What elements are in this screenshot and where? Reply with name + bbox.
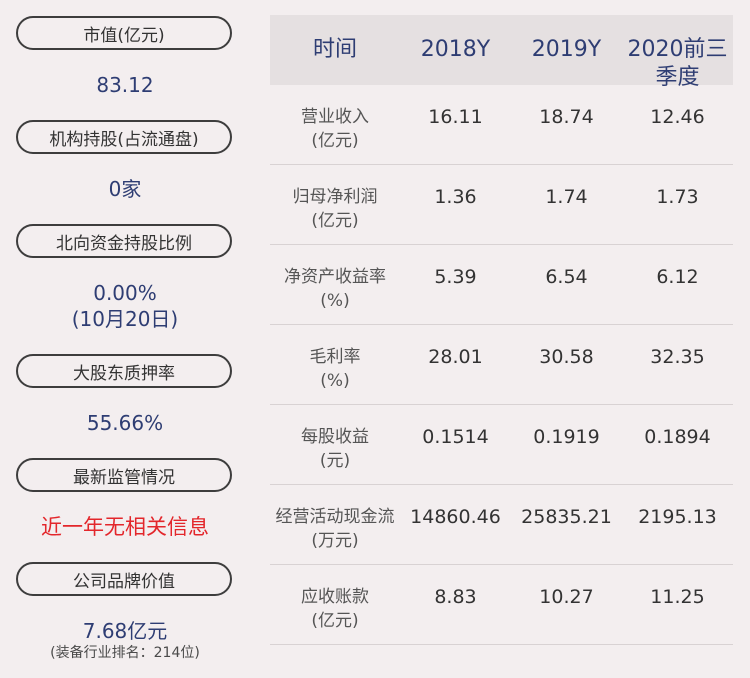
table-body: 营业收入 (亿元) 16.11 18.74 12.46 归母净利润 (亿元) 1.36 1.74… [270,85,733,645]
table-row: 净资产收益率 (%) 5.39 6.54 6.12 [270,245,733,325]
table-row: 营业收入 (亿元) 16.11 18.74 12.46 [270,85,733,165]
pledge-rate-label: 大股东质押率 [16,354,232,388]
table-cell: 12.46 [650,106,705,128]
row-label-name: 营业收入 [301,107,369,127]
row-label-unit: (亿元) [311,131,359,151]
regulation-label: 最新监管情况 [16,458,232,492]
brand-value: 7.68亿元 [82,619,168,643]
northbound-ratio-date: (10月20日) [71,307,179,331]
table-cell: 5.39 [434,266,477,288]
market-cap-label: 市值(亿元) [16,16,232,50]
header-2018: 2018Y [420,37,491,62]
table-row: 经营活动现金流 (万元) 14860.46 25835.21 2195.13 [270,485,733,565]
row-label: 经营活动现金流 (万元) [270,505,400,553]
row-label: 每股收益 (元) [270,425,400,473]
row-label: 应收账款 (亿元) [270,585,400,633]
table-cell: 2195.13 [638,506,717,528]
row-label-name: 每股收益 [301,427,369,447]
table-cell: 1.73 [656,186,699,208]
table-cell: 1.36 [434,186,477,208]
left-summary-panel: 市值(亿元) 83.12 机构持股(占流通盘) 0家 北向资金持股比例 0.00… [0,0,250,678]
row-label-name: 净资产收益率 [284,267,386,287]
table-row: 应收账款 (亿元) 8.83 10.27 11.25 [270,565,733,645]
row-label-unit: (亿元) [311,211,359,231]
northbound-ratio-value: 0.00% [93,281,157,305]
table-cell: 6.12 [656,266,699,288]
table-cell: 30.58 [539,346,594,368]
table-cell: 1.74 [545,186,588,208]
row-label: 营业收入 (亿元) [270,105,400,153]
market-cap-value: 83.12 [96,73,154,97]
table-cell: 10.27 [539,586,594,608]
row-label-name: 应收账款 [301,587,369,607]
table-cell: 0.1919 [533,426,600,448]
table-cell: 32.35 [650,346,705,368]
row-label-unit: (万元) [311,531,359,551]
table-cell: 6.54 [545,266,588,288]
table-cell: 0.1894 [644,426,711,448]
row-label-unit: (%) [320,371,350,391]
row-label: 归母净利润 (亿元) [270,185,400,233]
table-cell: 28.01 [428,346,483,368]
row-label-unit: (%) [320,291,350,311]
institution-holding-value: 0家 [108,177,142,201]
table-cell: 25835.21 [521,506,612,528]
row-label-unit: (元) [319,451,351,471]
table-row: 毛利率 (%) 28.01 30.58 32.35 [270,325,733,405]
table-header: 时间 2018Y 2019Y 2020前三季度 [270,15,733,90]
brand-value-label: 公司品牌价值 [16,562,232,596]
table-cell: 8.83 [434,586,477,608]
table-row: 每股收益 (元) 0.1514 0.1919 0.1894 [270,405,733,485]
table-cell: 11.25 [650,586,705,608]
table-cell: 18.74 [539,106,594,128]
financial-table: 时间 2018Y 2019Y 2020前三季度 营业收入 (亿元) 16.11 18.… [270,15,733,645]
pledge-rate-value: 55.66% [86,411,164,435]
row-label: 净资产收益率 (%) [270,265,400,313]
institution-holding-label: 机构持股(占流通盘) [16,120,232,154]
table-cell: 14860.46 [410,506,501,528]
brand-rank-note: (装备行业排名：214位) [50,645,200,661]
table-row: 归母净利润 (亿元) 1.36 1.74 1.73 [270,165,733,245]
header-2019: 2019Y [531,37,602,62]
regulation-value: 近一年无相关信息 [41,515,209,539]
table-cell: 0.1514 [422,426,489,448]
header-2020q3: 2020前三季度 [627,37,728,90]
row-label-name: 归母净利润 [292,187,378,207]
row-label-name: 毛利率 [309,347,361,367]
header-time: 时间 [312,37,357,62]
row-label-unit: (亿元) [311,611,359,631]
row-label-name: 经营活动现金流 [275,507,395,527]
northbound-ratio-label: 北向资金持股比例 [16,224,232,258]
table-cell: 16.11 [428,106,483,128]
row-label: 毛利率 (%) [270,345,400,393]
